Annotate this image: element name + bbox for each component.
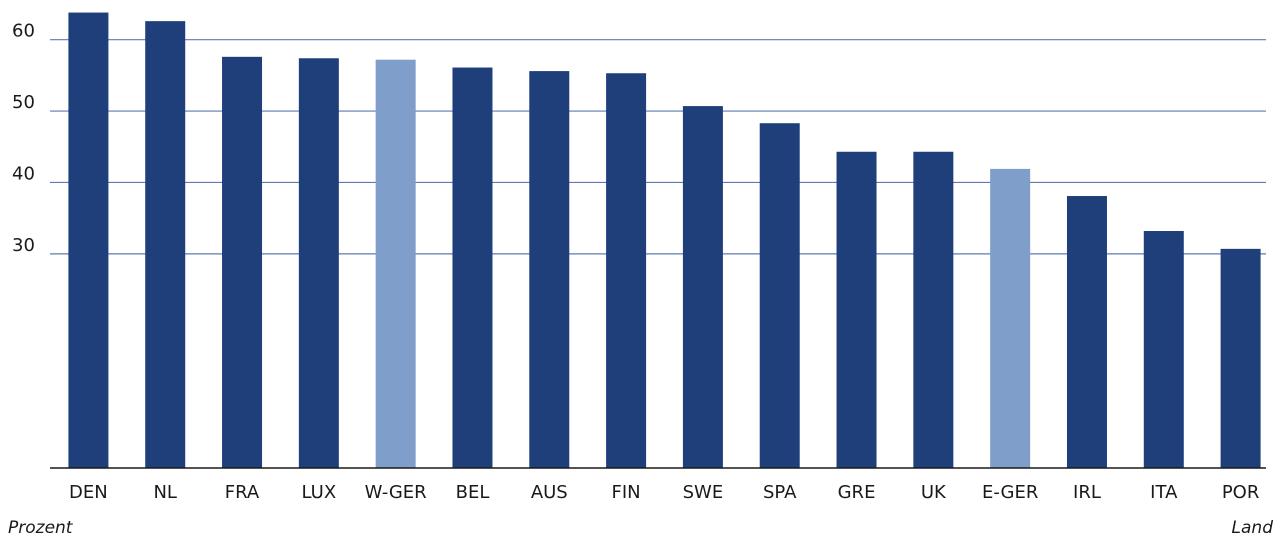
- x-tick-label: ITA: [1150, 482, 1178, 503]
- x-tick-label: IRL: [1073, 482, 1101, 503]
- x-tick-label: GRE: [838, 482, 876, 503]
- y-axis-title: Prozent: [8, 518, 74, 538]
- x-tick-label: FIN: [612, 482, 641, 503]
- x-tick-label: BEL: [456, 482, 490, 503]
- bar: [606, 73, 647, 469]
- bar: [990, 168, 1031, 468]
- bar: [1066, 196, 1107, 469]
- x-tick-label: AUS: [531, 482, 568, 503]
- bar: [836, 151, 877, 468]
- bar: [68, 12, 109, 468]
- bar: [1220, 248, 1261, 468]
- bar: [145, 21, 186, 469]
- x-tick-label: E-GER: [982, 482, 1038, 503]
- y-tick-label: 50: [12, 92, 35, 113]
- x-tick-label: POR: [1222, 482, 1260, 503]
- bar: [375, 59, 416, 469]
- bar: [913, 151, 954, 468]
- x-tick-label: UK: [921, 482, 947, 503]
- x-tick-label: SWE: [683, 482, 724, 503]
- bar: [452, 67, 493, 468]
- x-tick-label: DEN: [69, 482, 108, 503]
- y-tick-label: 60: [12, 21, 35, 42]
- bar: [222, 56, 263, 468]
- x-tick-label: LUX: [302, 482, 337, 503]
- x-tick-label: W-GER: [365, 482, 427, 503]
- bar: [682, 106, 723, 468]
- bar: [759, 123, 800, 468]
- bar: [529, 71, 570, 469]
- x-tick-label: FRA: [225, 482, 260, 503]
- bar: [1143, 231, 1184, 468]
- y-tick-label: 30: [12, 235, 35, 256]
- x-tick-label: NL: [153, 482, 177, 503]
- y-tick-label: 40: [12, 163, 35, 184]
- bar: [298, 58, 339, 468]
- x-axis-title: Land: [1232, 518, 1274, 538]
- x-tick-label: SPA: [763, 482, 797, 503]
